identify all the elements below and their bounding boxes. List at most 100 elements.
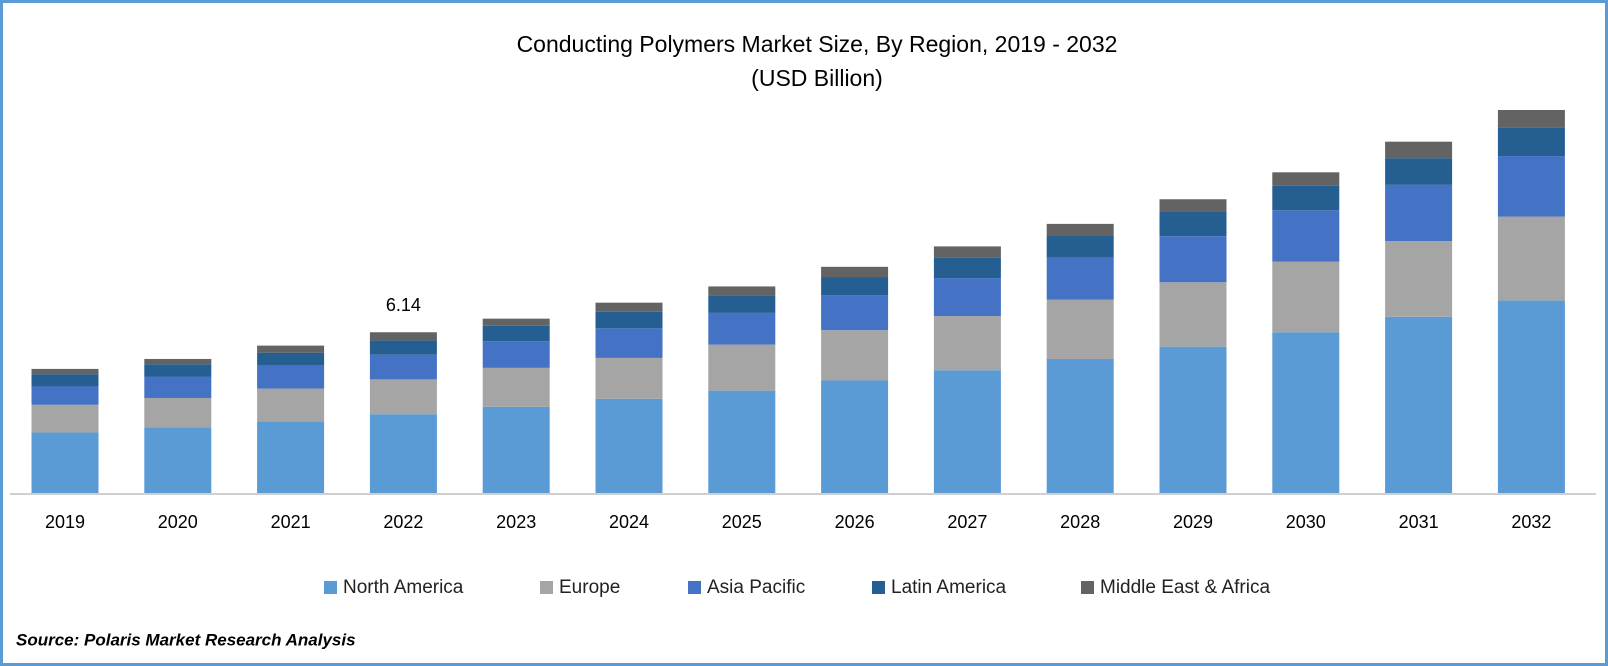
bar-segment bbox=[821, 330, 889, 381]
bar-segment bbox=[144, 376, 212, 398]
bar-segment bbox=[144, 358, 212, 365]
x-tick-label: 2029 bbox=[1173, 512, 1213, 532]
bar-segment bbox=[708, 312, 776, 345]
bar-segment bbox=[369, 332, 437, 341]
x-tick-label: 2031 bbox=[1399, 512, 1439, 532]
x-tick-label: 2020 bbox=[158, 512, 198, 532]
source: Source: Polaris Market Research Analysis bbox=[16, 630, 356, 649]
bar-segment bbox=[933, 370, 1001, 493]
legend-swatch bbox=[688, 581, 701, 594]
bar-segment bbox=[1385, 158, 1453, 185]
bar-segment bbox=[595, 398, 663, 493]
bar-segment bbox=[1385, 184, 1453, 242]
chart-subtitle: (USD Billion) bbox=[751, 65, 883, 91]
legend-label: Latin America bbox=[891, 577, 1007, 598]
bar-segment bbox=[1272, 172, 1340, 186]
bar-segment bbox=[1497, 110, 1565, 128]
x-tick-label: 2022 bbox=[383, 512, 423, 532]
bar-segment bbox=[708, 344, 776, 391]
x-tick-label: 2021 bbox=[271, 512, 311, 532]
bar-segment bbox=[257, 352, 325, 365]
x-tick-label: 2026 bbox=[835, 512, 875, 532]
bar-segment bbox=[708, 295, 776, 313]
bar-segment bbox=[1497, 216, 1565, 301]
bar-segment bbox=[31, 404, 99, 433]
x-tick-label: 2019 bbox=[45, 512, 85, 532]
bar-segment bbox=[369, 414, 437, 493]
legend-label: North America bbox=[343, 577, 464, 598]
bar-segment bbox=[482, 318, 550, 326]
bar-segment bbox=[144, 397, 212, 428]
bar-segment bbox=[144, 427, 212, 493]
x-tick-label: 2032 bbox=[1511, 512, 1551, 532]
bar-segment bbox=[482, 341, 550, 368]
bar-segment bbox=[1272, 185, 1340, 211]
bar-segment bbox=[369, 354, 437, 380]
x-tick-label: 2027 bbox=[947, 512, 987, 532]
bar-segment bbox=[144, 364, 212, 377]
bar-segment bbox=[1046, 235, 1114, 258]
bar-segment bbox=[31, 374, 99, 387]
bar-segment bbox=[31, 386, 99, 405]
chart-title: Conducting Polymers Market Size, By Regi… bbox=[517, 31, 1118, 57]
legend-swatch bbox=[324, 581, 337, 594]
bar-segment bbox=[1159, 236, 1227, 283]
bar-segment bbox=[257, 421, 325, 493]
legend-label: Middle East & Africa bbox=[1100, 577, 1270, 598]
bar-segment bbox=[933, 316, 1001, 371]
x-tick-label: 2025 bbox=[722, 512, 762, 532]
legend-label: Europe bbox=[559, 577, 620, 598]
x-tick-label: 2023 bbox=[496, 512, 536, 532]
bar-segment bbox=[1497, 156, 1565, 217]
bar-segment bbox=[821, 266, 889, 278]
bar-segment bbox=[1385, 141, 1453, 159]
bar-segment bbox=[1497, 300, 1565, 493]
bar-segment bbox=[708, 286, 776, 296]
bar-segment bbox=[1272, 332, 1340, 493]
bar-segment bbox=[1046, 299, 1114, 359]
bar-segment bbox=[1159, 199, 1227, 212]
x-tick-label: 2028 bbox=[1060, 512, 1100, 532]
bar-segment bbox=[257, 345, 325, 353]
bar-segment bbox=[1046, 358, 1114, 493]
bar-segment bbox=[595, 328, 663, 358]
legend-swatch bbox=[1081, 581, 1094, 594]
bar-segment bbox=[257, 364, 325, 389]
bar-segment bbox=[482, 406, 550, 493]
bar-segment bbox=[369, 379, 437, 415]
bar-segment bbox=[1385, 316, 1453, 493]
bar-segment bbox=[482, 367, 550, 407]
bar-segment bbox=[821, 277, 889, 296]
bar-segment bbox=[595, 302, 663, 312]
bar-segment bbox=[1046, 257, 1114, 300]
bar-segment bbox=[1385, 241, 1453, 317]
legend-label: Asia Pacific bbox=[707, 577, 805, 598]
bar-segment bbox=[708, 390, 776, 493]
bar-segment bbox=[369, 340, 437, 355]
bar-segment bbox=[821, 380, 889, 493]
bar-segment bbox=[1159, 282, 1227, 347]
bar-segment bbox=[595, 357, 663, 399]
x-tick-label: 2030 bbox=[1286, 512, 1326, 532]
legend-swatch bbox=[540, 581, 553, 594]
bar-segment bbox=[31, 432, 99, 493]
bar-segment bbox=[933, 278, 1001, 317]
bar-segment bbox=[595, 311, 663, 329]
bar-segment bbox=[1159, 346, 1227, 493]
bar-segment bbox=[821, 295, 889, 331]
bar-segment bbox=[1272, 261, 1340, 333]
bar-segment bbox=[257, 388, 325, 422]
bar-segment bbox=[933, 257, 1001, 279]
bar-segment bbox=[1046, 223, 1114, 236]
bar-segment bbox=[933, 246, 1001, 258]
bar-segment bbox=[482, 325, 550, 342]
bar-segment bbox=[31, 368, 99, 375]
bar-segment bbox=[1159, 211, 1227, 237]
legend-swatch bbox=[872, 581, 885, 594]
bar-segment bbox=[1497, 127, 1565, 157]
x-tick-label: 2024 bbox=[609, 512, 649, 532]
bar-segment bbox=[1272, 210, 1340, 262]
data-label: 6.14 bbox=[386, 295, 421, 315]
